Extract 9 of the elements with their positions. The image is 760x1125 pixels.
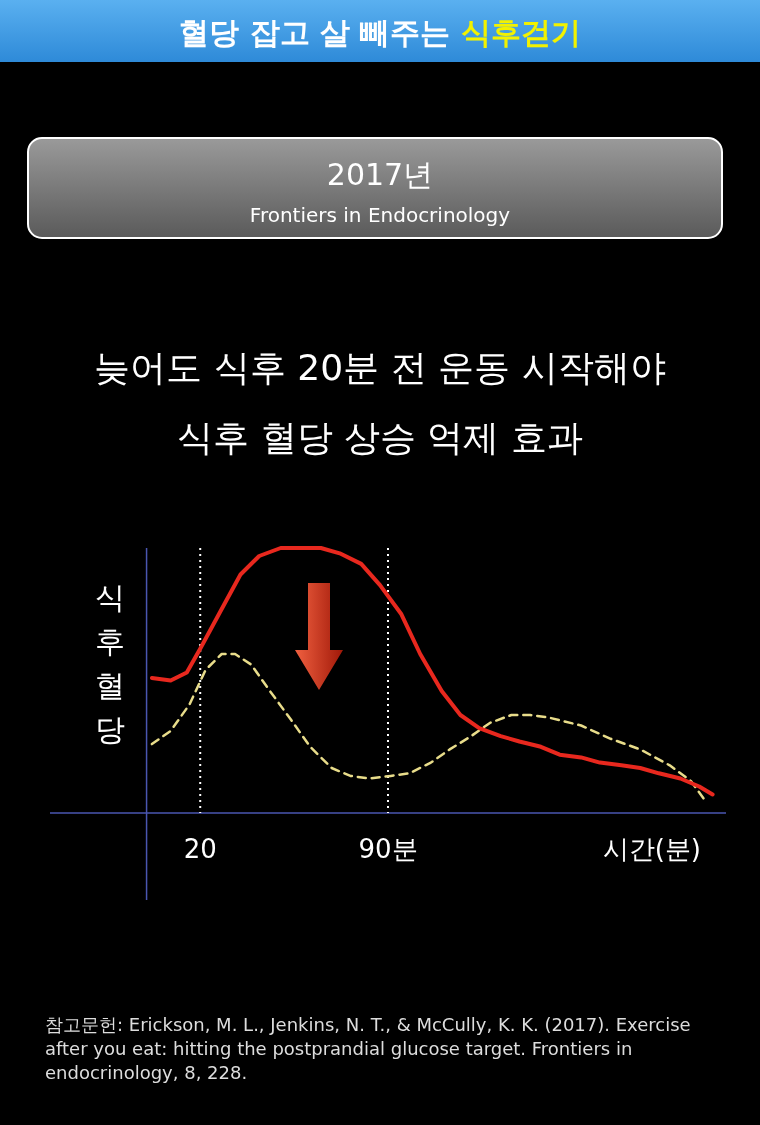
y-axis-title: 식후혈당 [95,580,125,747]
text: 2017년 [326,157,434,192]
text: 참고문헌: Erickson, M. L., Jenkins, N. T., & McCully, K. K. (2017). Exercise after you eat: hitting the postprandial glucose target. Frontiers in endocrinology, 8, 228. [45,1013,692,1085]
chart-subtitle: 늦어도 식후 20분 전 운동 시작해야 식후 혈당 상승 억제 효과 [94,347,666,458]
x-tick-label: 90분 [358,834,418,864]
text: Frontiers in Endocrinology [249,203,511,227]
chart-title: 혈당 잡고 살 빼주는 식후걷기 [179,15,581,50]
x-axis-title: 시간(분) [602,834,701,864]
x-tick-label: 20 [183,834,217,864]
